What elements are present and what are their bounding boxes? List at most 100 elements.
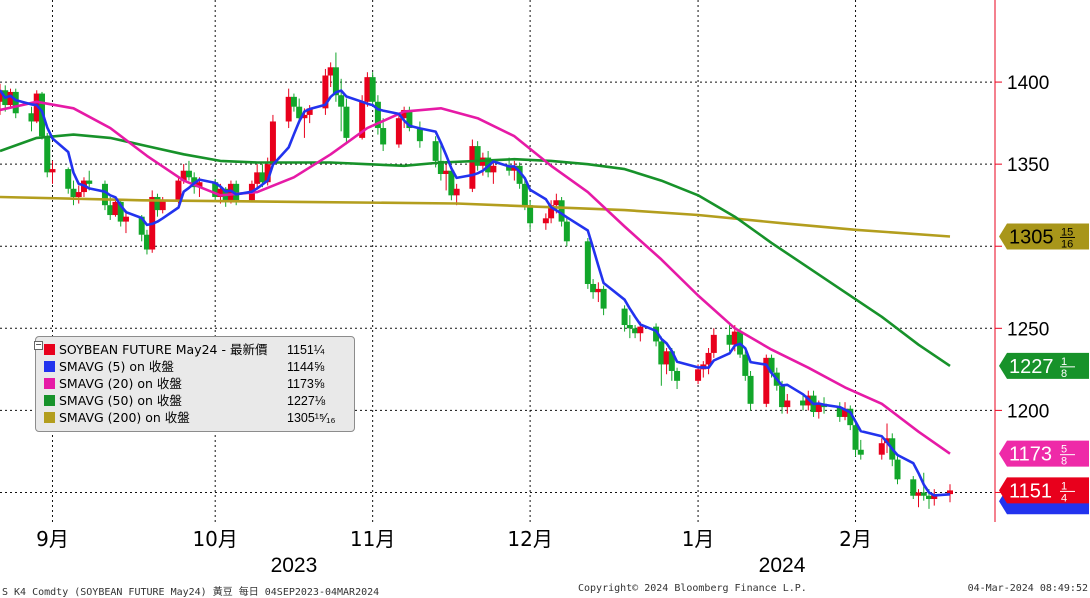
candle-body (448, 170, 455, 196)
candle-body (621, 308, 628, 326)
candle-body (947, 490, 953, 495)
candle-body (910, 479, 917, 496)
price-tag: 1227 18 (999, 352, 1089, 380)
candle-body (506, 165, 513, 171)
legend-swatch-sma50 (44, 395, 55, 406)
candle-body (600, 288, 607, 309)
candle (28, 106, 35, 132)
candle-body (12, 91, 19, 114)
grid-layer (0, 0, 995, 522)
candle-body (254, 172, 261, 184)
candle-body (395, 118, 402, 145)
candle-body (842, 408, 849, 417)
legend-collapse-icon[interactable]: − (34, 340, 43, 350)
candle-body (33, 93, 40, 122)
candle (705, 348, 712, 375)
candle (653, 323, 660, 347)
price-tag-box (999, 223, 1089, 250)
candle-body (852, 425, 859, 450)
candle-body (180, 170, 187, 181)
price-tag-box (999, 477, 1089, 504)
candle (674, 367, 681, 390)
candle (663, 348, 670, 375)
candle-body (227, 183, 234, 202)
candle (836, 402, 843, 422)
legend-row-sma200: SMAVG (200) on 收盤 1305¹⁵⁄₁₆ (44, 409, 336, 426)
candle-body (548, 205, 555, 219)
candle (416, 121, 423, 148)
candle-body (453, 188, 460, 196)
candle (878, 438, 885, 460)
candle (511, 160, 518, 181)
candle (44, 132, 51, 178)
candle (910, 476, 917, 500)
candle (516, 162, 523, 189)
sma20-line (0, 100, 951, 455)
sma5-line (0, 89, 951, 497)
candle-body (437, 160, 444, 174)
candle-body (143, 234, 150, 250)
candle (154, 193, 161, 217)
price-tag-value: 1305 (1009, 226, 1054, 248)
candle (12, 88, 19, 119)
candle (49, 160, 56, 184)
candle (763, 354, 770, 408)
candle-body (290, 96, 297, 107)
candle-body (401, 109, 408, 119)
candle-body (637, 326, 644, 334)
legend-swatch-sma200 (44, 412, 55, 423)
candle-body (122, 216, 129, 222)
price-tag-box (999, 352, 1089, 379)
candle (70, 180, 77, 206)
candle-body (65, 169, 72, 189)
candle-body (584, 241, 591, 284)
candle-body (563, 221, 570, 242)
candle-body (264, 164, 271, 183)
x-tick-label: 2月 (839, 527, 872, 551)
candles-layer (0, 52, 953, 509)
candle-body (185, 170, 192, 178)
candle (595, 282, 602, 303)
price-tag-numerator: 1 (1061, 480, 1067, 492)
candle-body (269, 121, 276, 165)
candle-body (474, 146, 481, 166)
candle (947, 484, 953, 503)
candle-body (695, 369, 702, 381)
candle-body (847, 408, 854, 426)
price-tag-value: 1173 (1009, 444, 1052, 466)
legend-row-sma50: SMAVG (50) on 收盤 1227⅛ (44, 392, 325, 409)
candle-body (159, 200, 166, 211)
candle-body (595, 288, 602, 293)
candle-body (779, 385, 786, 408)
candle (369, 72, 376, 107)
candle (101, 180, 108, 211)
candle (122, 210, 129, 234)
candle (857, 439, 864, 460)
candle-body (285, 96, 292, 122)
candle-body (926, 495, 933, 500)
candle-body (511, 165, 518, 171)
candle (632, 325, 639, 339)
candle-body (558, 200, 565, 222)
candle-body (894, 459, 901, 480)
candle-body (259, 172, 266, 183)
candle (0, 83, 3, 115)
candle-body (296, 106, 303, 119)
candle (542, 213, 549, 230)
candle-body (469, 146, 476, 189)
candle (521, 177, 528, 211)
candle-body (653, 326, 660, 342)
price-chart: 1200 1250 1350 1400 9月 10月 11月 12月 1月 2月 2023 2024 1… (0, 0, 1089, 577)
candle (474, 141, 481, 171)
x-year-label: 2024 (759, 554, 806, 577)
candle (852, 421, 859, 457)
candle-body (800, 400, 807, 406)
candle (285, 88, 292, 129)
candle-body (217, 188, 224, 197)
candle (626, 315, 633, 339)
x-tick-label: 12月 (507, 527, 552, 551)
candle-body (527, 205, 534, 224)
candle-body (107, 205, 114, 216)
candle-body (768, 357, 775, 373)
